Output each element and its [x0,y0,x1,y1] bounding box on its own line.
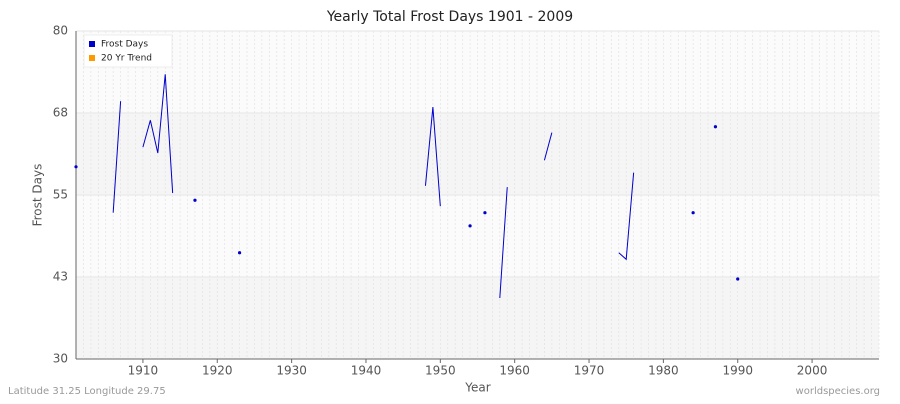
x-axis-label: Year [464,381,490,395]
legend-label: 20 Yr Trend [101,54,152,64]
y-tick-label: 80 [53,24,68,38]
chart-title: Yearly Total Frost Days 1901 - 2009 [326,9,573,25]
legend-box [83,34,173,68]
x-tick-label: 1920 [202,364,233,378]
y-tick-label: 43 [53,270,68,284]
data-point [468,224,472,228]
y-tick-label: 55 [53,188,68,202]
data-point [237,251,242,255]
data-line [543,132,553,161]
footer-right: worldspecies.org [796,386,880,397]
x-tick-label: 1970 [574,364,605,378]
legend-label: Frost Days [101,40,148,50]
x-tick-label: 1940 [351,364,382,378]
grid-band [76,277,879,359]
data-point [74,165,78,169]
y-tick-label: 30 [53,352,68,366]
x-tick-label: 1910 [128,364,159,378]
footer-left: Latitude 31.25 Longitude 29.75 [8,386,166,397]
data-line [618,172,635,261]
x-tick-label: 1960 [499,364,530,378]
data-point [193,198,197,202]
grid-band [76,113,879,195]
legend-swatch [89,55,95,61]
x-tick-label: 1930 [276,364,307,378]
data-line [499,187,508,299]
data-line [424,107,441,207]
y-axis-label: Frost Days [31,164,45,227]
x-tick-label: 1980 [648,364,679,378]
data-point [736,277,740,281]
data-point [691,211,695,215]
y-tick-label: 68 [53,106,68,120]
legend-swatch [89,41,95,47]
x-tick-label: 1990 [722,364,753,378]
data-point [713,125,718,129]
x-tick-label: 1950 [425,364,456,378]
x-tick-label: 2000 [797,364,828,378]
data-line [112,101,122,213]
data-point [483,211,487,215]
data-line [142,74,174,194]
